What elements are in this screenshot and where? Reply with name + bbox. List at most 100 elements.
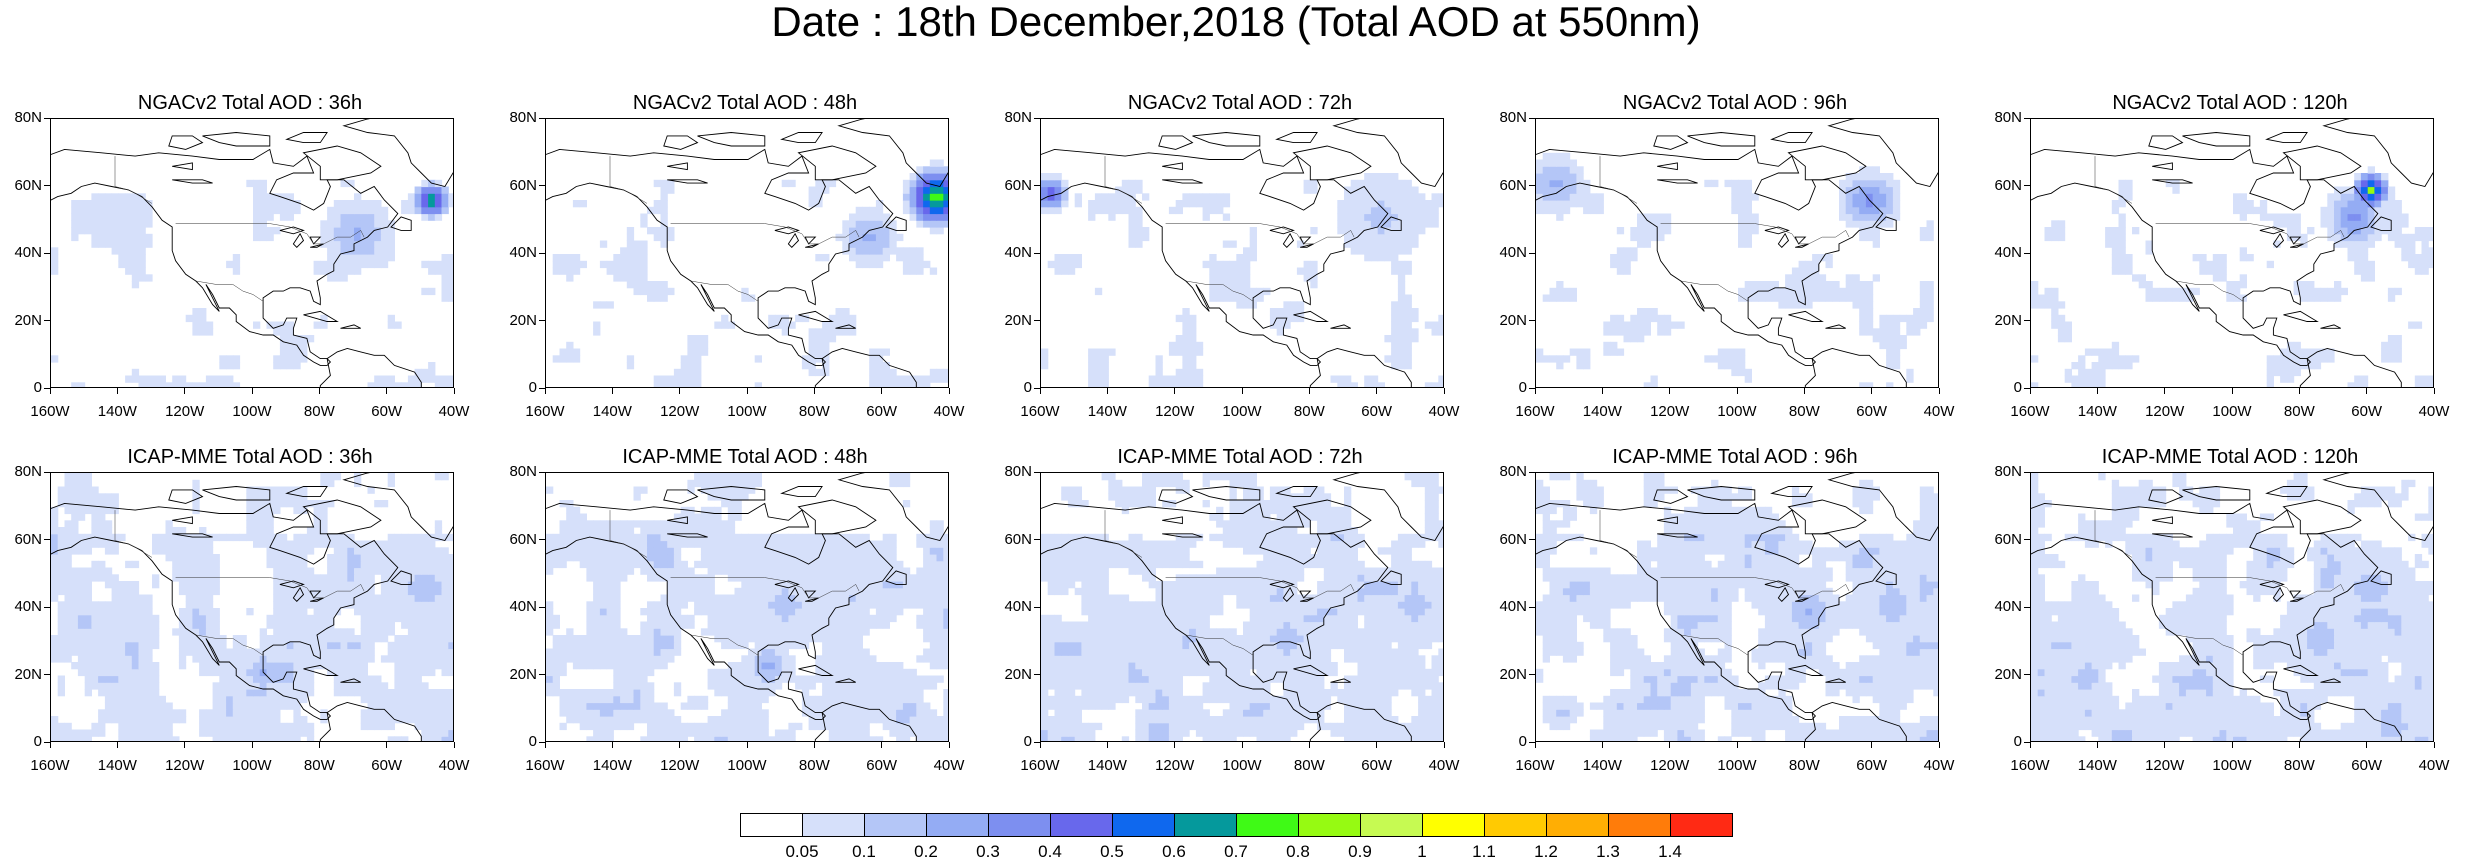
aod-cell bbox=[279, 668, 288, 677]
country-border bbox=[1680, 280, 1749, 302]
aod-cell bbox=[1350, 200, 1358, 208]
aod-cell bbox=[98, 628, 106, 636]
aod-cell bbox=[152, 533, 160, 542]
aod-cell bbox=[687, 621, 695, 629]
aod-cell bbox=[232, 729, 241, 737]
aod-cell bbox=[855, 675, 863, 683]
aod-cell bbox=[178, 662, 187, 670]
aod-cell bbox=[1195, 382, 1204, 387]
aod-cell bbox=[434, 695, 443, 704]
aod-cell bbox=[300, 716, 308, 724]
aod-cell bbox=[145, 594, 153, 602]
aod-cell bbox=[333, 641, 342, 650]
aod-cell bbox=[401, 601, 409, 609]
aod-cell bbox=[1892, 213, 1901, 221]
aod-cell bbox=[1596, 193, 1604, 201]
aod-cell bbox=[152, 628, 160, 636]
aod-cell bbox=[273, 362, 281, 370]
aod-cell bbox=[354, 200, 362, 208]
aod-cell bbox=[774, 736, 783, 741]
aod-cell bbox=[266, 533, 274, 542]
aod-cell bbox=[84, 574, 92, 582]
aod-cell bbox=[1108, 213, 1116, 221]
aod-cell bbox=[1919, 294, 1928, 302]
aod-cell bbox=[104, 540, 113, 548]
lat-tick-label: 60N bbox=[14, 530, 42, 548]
aod-cell bbox=[822, 341, 830, 350]
aod-cell bbox=[1357, 233, 1365, 242]
aod-cell bbox=[882, 716, 890, 724]
aod-cell bbox=[57, 601, 65, 609]
aod-cell bbox=[434, 206, 443, 215]
aod-cell bbox=[212, 382, 220, 387]
aod-cell bbox=[788, 641, 796, 650]
lon-tick-label: 60W bbox=[1856, 403, 1888, 420]
aod-cell bbox=[333, 648, 342, 656]
aod-cell bbox=[2428, 233, 2433, 242]
aod-cell bbox=[1872, 220, 1880, 228]
aod-cell bbox=[199, 321, 207, 329]
aod-cell bbox=[64, 540, 72, 548]
aod-cell bbox=[340, 200, 348, 208]
aod-cell bbox=[387, 581, 395, 589]
aod-cell bbox=[633, 662, 641, 670]
aod-cell bbox=[1384, 355, 1392, 363]
aod-cell bbox=[354, 675, 362, 683]
aod-cell bbox=[889, 709, 897, 717]
aod-cell bbox=[882, 247, 890, 255]
aod-cell bbox=[286, 641, 294, 650]
map-panel: ICAP-MME Total AOD : 48h 0 20N 40N 60N 80N 160… bbox=[495, 446, 995, 836]
aod-cell bbox=[1886, 335, 1894, 343]
coastline-south-america bbox=[1804, 348, 1907, 387]
aod-cell bbox=[367, 240, 375, 248]
aod-cell bbox=[1798, 294, 1806, 302]
aod-cell bbox=[266, 527, 274, 535]
aod-cell bbox=[1926, 281, 1934, 289]
aod-cell bbox=[1791, 281, 1800, 289]
aod-cell bbox=[367, 689, 375, 697]
aod-cell bbox=[172, 574, 180, 582]
aod-cell bbox=[2347, 247, 2355, 255]
aod-cell bbox=[808, 709, 816, 717]
aod-cell bbox=[707, 736, 715, 741]
aod-cell bbox=[2360, 220, 2369, 228]
aod-cell bbox=[815, 594, 823, 602]
aod-cell bbox=[875, 587, 884, 596]
aod-cell bbox=[1556, 294, 1564, 302]
lat-tick-label: 20N bbox=[1994, 311, 2022, 329]
aod-cell bbox=[849, 682, 857, 690]
aod-cell bbox=[1886, 220, 1894, 228]
aod-cell bbox=[212, 621, 220, 629]
aod-cell bbox=[902, 193, 911, 201]
aod-cell bbox=[1370, 186, 1379, 194]
aod-cell bbox=[889, 240, 897, 248]
aod-cell bbox=[279, 540, 288, 548]
aod-cell bbox=[253, 500, 261, 508]
aod-cell bbox=[118, 254, 126, 262]
island-outline bbox=[697, 132, 766, 147]
aod-cell bbox=[936, 628, 944, 636]
aod-cell bbox=[313, 506, 321, 515]
aod-cell bbox=[929, 635, 938, 643]
aod-cell bbox=[855, 709, 863, 717]
aod-cell bbox=[586, 574, 594, 582]
lake-outline bbox=[309, 236, 322, 245]
aod-cell bbox=[929, 166, 938, 174]
aod-cell bbox=[593, 321, 601, 329]
aod-cell bbox=[178, 608, 187, 616]
aod-cell bbox=[286, 695, 294, 704]
aod-cell bbox=[923, 614, 931, 623]
aod-cell bbox=[1650, 233, 1658, 242]
aod-cell bbox=[300, 348, 308, 356]
lat-tick-label: 20N bbox=[1499, 311, 1527, 329]
aod-cell bbox=[71, 648, 79, 656]
aod-cell bbox=[660, 287, 668, 296]
aod-cell bbox=[774, 682, 783, 690]
aod-cell bbox=[1222, 240, 1231, 248]
aod-cell bbox=[1616, 227, 1625, 235]
lat-tick-label: 0 bbox=[33, 733, 42, 750]
aod-cell bbox=[387, 716, 395, 724]
aod-cell bbox=[259, 689, 267, 697]
aod-cell bbox=[414, 695, 422, 704]
aod-cell bbox=[788, 179, 796, 188]
